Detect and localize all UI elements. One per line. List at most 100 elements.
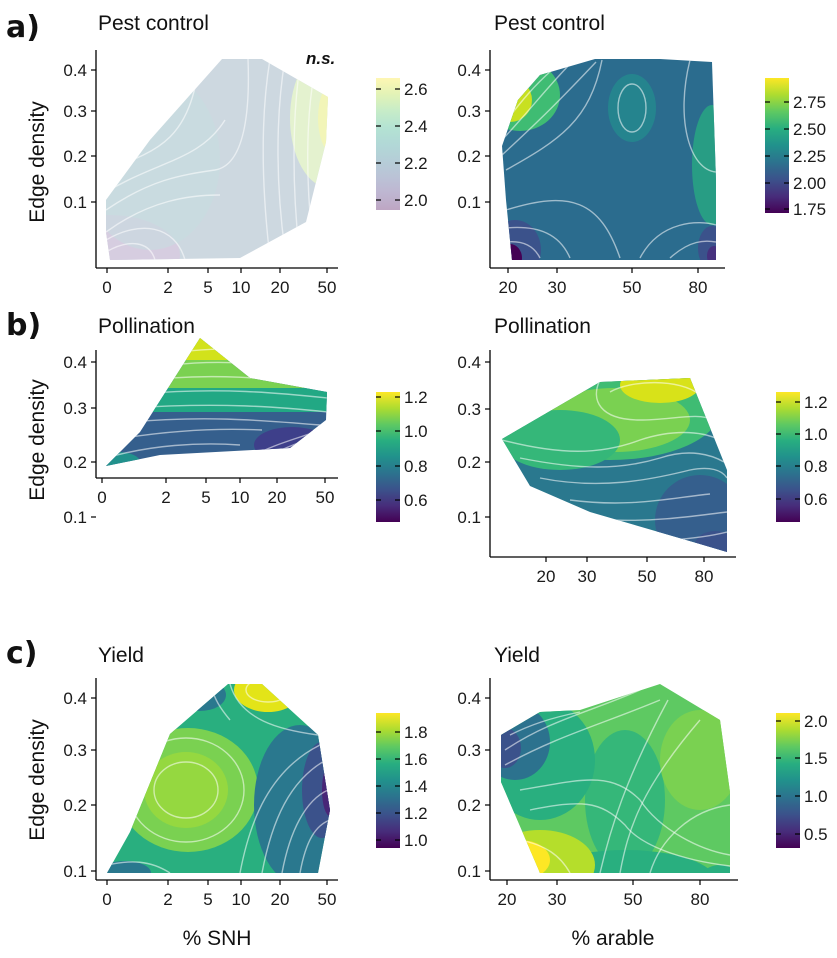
- surface-low-peak: [707, 246, 716, 260]
- panel-pest-arable: 0.4 0.3 0.2 0.1 20 30 50 80 2.75 2.50 2.…: [457, 50, 826, 297]
- contour-line: [106, 194, 221, 233]
- x-tick-label: 30: [548, 890, 567, 909]
- x-tick-label: 80: [695, 567, 714, 586]
- contour-line: [519, 839, 571, 873]
- surface-mid-region: [700, 865, 730, 873]
- legend-colorbar: 2.0 1.5 1.0 0.5: [776, 712, 828, 848]
- contour-line: [129, 404, 327, 413]
- surface-peak-region: [502, 78, 532, 122]
- panel-letter-b: b): [6, 308, 41, 343]
- surface-high-region: [290, 59, 328, 188]
- panel-pollination-arable: 0.4 0.3 0.2 0.1 20 30 50 80 1.2 1.0 0.8 …: [457, 350, 828, 586]
- contour-line: [639, 222, 716, 259]
- panel-yield-arable: 0.4 0.3 0.2 0.1 20 30 50 80 % arable 2.0…: [457, 678, 828, 950]
- surface-yield-arable: [501, 684, 730, 873]
- x-tick-label: 5: [203, 890, 212, 909]
- panel-title-b-left: Pollination: [98, 315, 195, 338]
- y-tick-label: 0.4: [457, 689, 481, 708]
- y-tick-label: 0.4: [63, 61, 87, 80]
- x-tick-label: 50: [624, 890, 643, 909]
- contour-line: [502, 63, 571, 141]
- x-tick-label: 30: [578, 567, 597, 586]
- contour-line: [262, 59, 271, 259]
- legend-tick-label: 0.5: [804, 825, 828, 844]
- y-tick-label: 0.1: [63, 508, 87, 527]
- surface-mid-region: [585, 730, 665, 870]
- panel-letter-a: a): [6, 10, 40, 45]
- legend-tick-label: 0.8: [804, 457, 828, 476]
- contour-line: [502, 61, 597, 156]
- x-tick-label: 2: [161, 488, 170, 507]
- surface-pollination-arable: [502, 378, 727, 552]
- contour-line: [106, 443, 241, 459]
- surface-low-peak: [695, 531, 727, 552]
- surface-low-region: [174, 684, 226, 711]
- x-tick-label: 80: [691, 890, 710, 909]
- colorbar: [376, 713, 400, 848]
- x-tick-label: 2: [163, 890, 172, 909]
- panel-pest-snh: 0.4 0.3 0.2 0.1 0 2 5 10 20 50 2.6 2.4 2…: [63, 50, 428, 297]
- contour-line: [107, 861, 171, 873]
- contour-line: [529, 803, 730, 867]
- y-tick-label: 0.2: [63, 147, 87, 166]
- surface-pest-arable: [502, 59, 716, 260]
- y-tick-label: 0.3: [63, 399, 87, 418]
- y-tick-label: 0.1: [63, 193, 87, 212]
- legend-tick-label: 2.25: [793, 147, 826, 166]
- x-tick-label: 50: [316, 488, 335, 507]
- legend-tick-label: 1.0: [404, 831, 428, 850]
- legend-tick-label: 2.4: [404, 117, 428, 136]
- x-tick-label: 0: [97, 488, 106, 507]
- x-tick-label: 50: [318, 278, 337, 297]
- surface-low-peak: [322, 764, 330, 816]
- colorbar: [765, 78, 789, 213]
- x-axis-title: % arable: [572, 927, 655, 950]
- surface-high-region: [660, 710, 730, 810]
- colorbar: [776, 713, 800, 848]
- x-tick-label: 20: [268, 488, 287, 507]
- surface-pollination-snh: [106, 338, 327, 466]
- panel-pollination-snh: 0.4 0.3 0.2 0.1 0 2 5 10 20 50 1.2 1.0 0…: [63, 338, 428, 527]
- panel-title-a-left: Pest control: [98, 12, 209, 35]
- contour-line: [599, 699, 669, 873]
- legend-tick-label: 1.75: [793, 200, 826, 219]
- contour-line: [106, 59, 250, 211]
- contour-line: [669, 240, 716, 259]
- contour-line: [504, 689, 641, 751]
- y-tick-label: 0.4: [63, 689, 87, 708]
- legend-tick-label: 2.50: [793, 120, 826, 139]
- surface-peak-region: [234, 684, 302, 712]
- legend-tick-label: 1.2: [404, 804, 428, 823]
- contour-line: [229, 684, 319, 736]
- legend-tick-label: 1.6: [404, 750, 428, 769]
- y-tick-label: 0.3: [457, 741, 481, 760]
- y-tick-label: 0.1: [457, 862, 481, 881]
- x-tick-label: 2: [163, 278, 172, 297]
- legend-tick-label: 2.00: [793, 174, 826, 193]
- contour-line: [619, 719, 701, 873]
- legend-colorbar: 2.6 2.4 2.2 2.0: [376, 78, 428, 210]
- surface-peak-region: [620, 378, 700, 403]
- panel-title-c-left: Yield: [98, 644, 144, 667]
- panel-title-b-right: Pollination: [494, 315, 591, 338]
- contour-line: [153, 761, 219, 819]
- surface-mid-region: [106, 388, 327, 412]
- y-tick-label: 0.4: [457, 353, 481, 372]
- colorbar: [376, 78, 400, 210]
- y-axis-title: Edge density: [26, 379, 49, 501]
- legend-tick-label: 1.0: [804, 425, 828, 444]
- legend-tick-label: 1.8: [404, 723, 428, 742]
- legend-colorbar: 1.8 1.6 1.4 1.2 1.0: [376, 713, 428, 850]
- x-tick-label: 10: [232, 890, 251, 909]
- surface-mid-region: [608, 74, 656, 142]
- contour-line: [139, 390, 327, 399]
- x-axis-title: % SNH: [183, 927, 252, 950]
- surface-mid-region: [106, 70, 220, 250]
- legend-colorbar: 2.75 2.50 2.25 2.00 1.75: [765, 78, 826, 219]
- contour-line: [609, 381, 701, 396]
- panel-title-c-right: Yield: [494, 644, 540, 667]
- contour-line: [505, 59, 603, 171]
- colorbar: [776, 392, 800, 522]
- y-tick-label: 0.2: [63, 796, 87, 815]
- contour-line: [649, 804, 730, 873]
